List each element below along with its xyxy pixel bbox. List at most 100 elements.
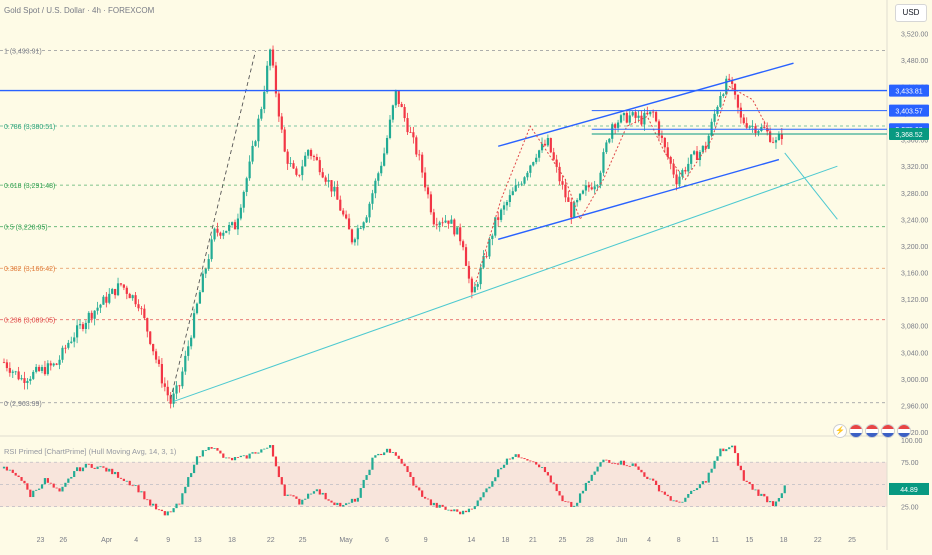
candle-body [719,96,722,107]
fib-label: 0.382 (3,166.42) [4,266,55,273]
candle-body [105,296,108,303]
osc-candle [394,452,397,456]
osc-candle [204,450,207,451]
osc-candle [418,487,421,491]
osc-candle [289,494,292,496]
osc-candle [324,492,327,500]
osc-candle [84,463,87,468]
candle-body [578,193,582,200]
candle-body [690,154,693,164]
candle-body [119,283,123,285]
osc-candle [29,489,32,498]
osc-candle [67,478,70,483]
x-tick-label: 23 [37,537,45,544]
ascending-channel-lower [497,158,780,240]
osc-candle [268,445,272,448]
candle-body [190,337,193,347]
candle-body [257,118,260,142]
osc-candle [111,468,114,475]
candle-body [695,151,699,161]
currency-button[interactable]: USD [895,4,927,22]
osc-candle [538,464,541,468]
y-tick-label: 3,240.00 [901,217,928,224]
osc-candle [614,463,617,465]
osc-candle [637,466,640,470]
osc-candle [456,509,459,512]
osc-candle [625,465,628,467]
osc-candle [663,491,666,495]
candle-body [315,157,318,161]
candle-body [508,195,511,203]
osc-candle [383,452,386,456]
flag-icon[interactable] [897,424,911,438]
candle-body [535,157,538,163]
osc-candle [49,482,52,484]
candle-body [748,126,751,128]
candle-body [73,337,76,342]
candle-body [742,117,745,124]
candle-body [394,90,397,106]
osc-candle [304,498,307,500]
candle-body [400,103,403,108]
candle-body [584,185,588,191]
candle-body [233,222,237,230]
candle-body [64,347,67,349]
osc-candle [532,461,535,463]
osc-candle [570,501,573,507]
candle-body [330,180,333,192]
osc-candle [564,501,567,502]
candle-body [599,172,602,186]
osc-candle [245,455,248,459]
x-tick-label: May [339,537,353,544]
candle-body [672,163,675,175]
candle-body [239,207,242,219]
candle-body [549,138,552,153]
candle-body [491,235,494,240]
osc-candle [488,486,491,489]
flag-icon[interactable] [881,424,895,438]
osc-candle [649,478,652,480]
candle-body [70,341,73,343]
flag-icon[interactable] [865,424,879,438]
osc-candle [52,483,55,488]
osc-candle [81,467,85,472]
candle-body [84,322,87,329]
candle-body [61,347,64,360]
candle-body [283,129,286,152]
osc-candle [35,489,38,491]
candle-body [608,138,611,143]
osc-candle [350,498,354,503]
flag-icon[interactable] [849,424,863,438]
osc-candle [342,505,345,507]
candle-body [429,194,433,213]
candle-body [254,141,257,146]
candle-body [90,312,93,319]
candle-body [295,168,298,175]
y-tick-label: 3,040.00 [901,350,928,357]
candle-body [149,331,152,344]
candle-body [713,113,716,122]
candle-body [365,217,368,223]
y-tick-label: 3,160.00 [901,271,928,278]
candle-body [216,228,219,233]
osc-candle [236,457,240,458]
osc-candle [672,500,675,502]
candle-body [646,112,649,115]
candle-body [152,343,155,352]
osc-candle [292,495,295,497]
x-tick-label: 18 [502,537,510,544]
candle-body [421,154,424,173]
y-tick-label: 2,920.00 [901,430,928,437]
candle-body [570,201,573,218]
osc-candle [432,502,435,506]
candle-body [590,187,593,190]
osc-candle [763,493,766,497]
candle-body [418,154,421,156]
osc-candle [622,460,626,466]
osc-candle [751,484,754,490]
candle-body [140,308,143,310]
osc-candle [137,485,140,493]
lightning-icon[interactable]: ⚡ [833,424,847,438]
projection-line [784,152,838,220]
